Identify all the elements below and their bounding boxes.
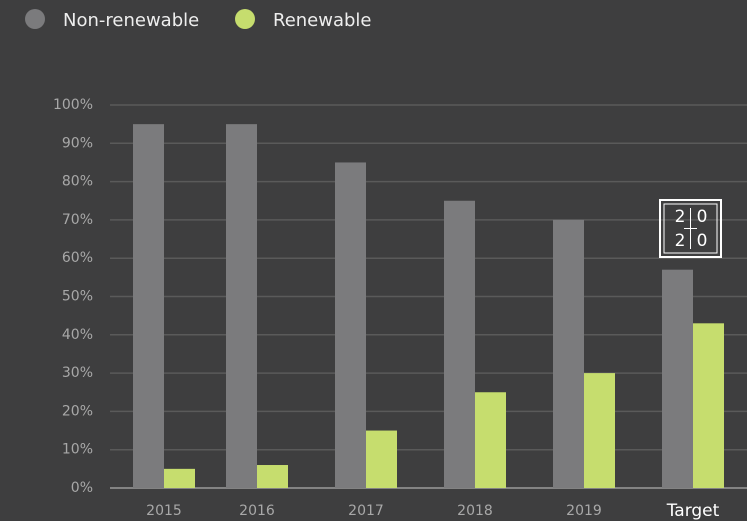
bar <box>662 269 693 488</box>
badge-frame <box>663 203 718 254</box>
bar <box>475 392 506 488</box>
y-tick-label: 10% <box>62 442 93 458</box>
target-badge: 2 0 2 0 <box>659 199 722 258</box>
y-tick-label: 70% <box>62 212 93 228</box>
x-tick-label: 2018 <box>457 503 493 519</box>
y-tick-label: 30% <box>62 365 93 381</box>
legend-label: Renewable <box>273 10 372 31</box>
y-tick-label: 60% <box>62 250 93 266</box>
x-tick-label: 2016 <box>239 503 275 519</box>
x-tick-label: 2015 <box>146 503 182 519</box>
bar <box>164 468 195 488</box>
bar <box>366 430 397 488</box>
bar <box>335 162 366 488</box>
bar <box>553 219 584 488</box>
badge-digit: 2 <box>675 231 686 251</box>
badge-digit: 0 <box>697 231 708 251</box>
y-tick-label: 90% <box>62 135 93 151</box>
badge-frame <box>659 199 722 258</box>
legend-swatch <box>235 9 255 29</box>
bar <box>584 373 615 488</box>
bar <box>133 124 164 489</box>
x-tick-label: 2017 <box>348 503 384 519</box>
badge-digit: 2 <box>675 207 686 227</box>
legend-label: Non-renewable <box>63 10 199 31</box>
y-tick-label: 50% <box>62 289 93 305</box>
x-tick-label: 2019 <box>566 503 602 519</box>
y-tick-label: 40% <box>62 327 93 343</box>
badge-digit: 0 <box>697 207 708 227</box>
bar <box>444 200 475 488</box>
bar <box>226 124 257 489</box>
legend-swatch <box>25 9 45 29</box>
y-tick-label: 0% <box>71 480 93 496</box>
bar <box>693 323 724 488</box>
y-tick-label: 80% <box>62 174 93 190</box>
bar <box>257 465 288 488</box>
y-tick-label: 100% <box>53 97 93 113</box>
x-tick-label: Target <box>666 501 720 521</box>
y-tick-label: 20% <box>62 403 93 419</box>
